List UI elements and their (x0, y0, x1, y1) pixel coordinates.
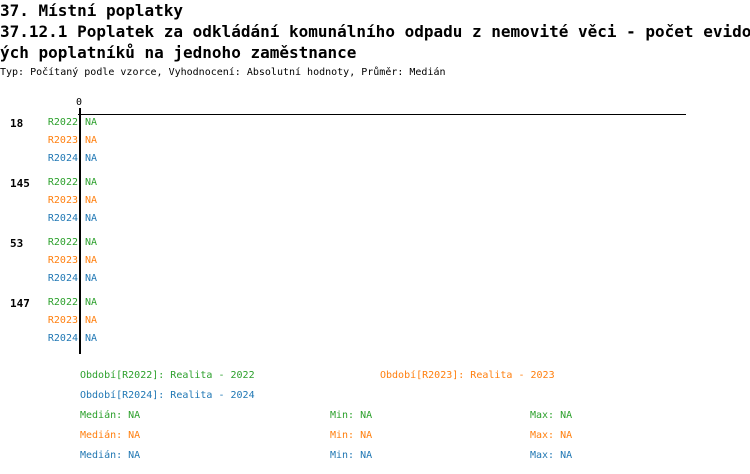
series-label: R2024 (47, 333, 78, 344)
category-label: 147 (10, 297, 30, 310)
series-label: R2022 (47, 177, 78, 188)
stat-min-r2022: Min: NA (330, 410, 373, 421)
legend-period-r2023: Období[R2023]: Realita - 2023 (380, 370, 555, 381)
series-label: R2022 (47, 237, 78, 248)
series-label: R2024 (47, 273, 78, 284)
stat-min-r2023: Min: NA (330, 430, 373, 441)
data-label: NA (85, 273, 98, 284)
stat-max-r2024: Max: NA (530, 450, 573, 461)
stat-max-r2023: Max: NA (530, 430, 573, 441)
data-label: NA (85, 315, 98, 326)
series-label: R2023 (47, 195, 78, 206)
legend-period-r2022: Období[R2022]: Realita - 2022 (80, 370, 255, 381)
data-label: NA (85, 117, 98, 128)
data-label: NA (85, 333, 98, 344)
series-label: R2023 (47, 255, 78, 266)
data-label: NA (85, 195, 98, 206)
axis-tick-0: 0 (76, 97, 83, 108)
stat-median-r2022: Medián: NA (80, 410, 141, 421)
stat-max-r2022: Max: NA (530, 410, 573, 421)
series-label: R2024 (47, 213, 78, 224)
category-label: 145 (10, 177, 30, 190)
data-label: NA (85, 255, 98, 266)
series-label: R2022 (47, 297, 78, 308)
series-label: R2024 (47, 153, 78, 164)
data-label: NA (85, 177, 98, 188)
series-label: R2022 (47, 117, 78, 128)
chart-subtitle: Typ: Počítaný podle vzorce, Vyhodnocení:… (0, 67, 446, 78)
data-label: NA (85, 135, 98, 146)
y-axis-line (79, 108, 81, 354)
series-label: R2023 (47, 135, 78, 146)
data-label: NA (85, 237, 98, 248)
data-label: NA (85, 297, 98, 308)
chart-title-line2: ých poplatníků na jednoho zaměstnance (0, 43, 357, 62)
category-label: 18 (10, 117, 24, 130)
chart-title-line1: 37.12.1 Poplatek za odkládání komunálníh… (0, 22, 750, 41)
x-axis-line (78, 114, 686, 115)
category-label: 53 (10, 237, 24, 250)
data-label: NA (85, 153, 98, 164)
section-title: 37. Místní poplatky (0, 1, 184, 20)
series-label: R2023 (47, 315, 78, 326)
data-label: NA (85, 213, 98, 224)
stat-median-r2023: Medián: NA (80, 430, 141, 441)
stat-median-r2024: Medián: NA (80, 450, 141, 461)
legend-period-r2024: Období[R2024]: Realita - 2024 (80, 390, 255, 401)
stat-min-r2024: Min: NA (330, 450, 373, 461)
